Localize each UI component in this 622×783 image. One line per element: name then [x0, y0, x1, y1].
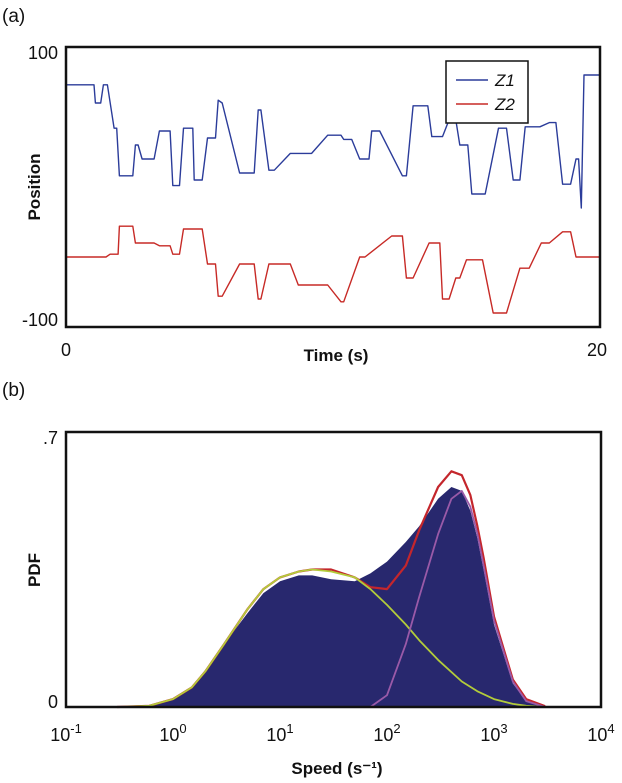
legend-label-z1: Z1: [494, 71, 515, 90]
panel-b-ytick-bottom: 0: [48, 692, 58, 712]
panel-b-xtick-label: 100: [159, 721, 186, 745]
fit-curve-component-slow: [117, 568, 546, 708]
panel-b-xtick-label: 104: [587, 721, 614, 745]
panel-a-xtick-left: 0: [61, 340, 71, 360]
panel-b-ylabel: PDF: [25, 553, 44, 587]
panel-b-frame: [64, 430, 603, 709]
series-line-z1: [66, 74, 600, 209]
panel-a-label: (a): [2, 6, 25, 27]
panel-b-xticks: 10-1 100 101 102 103 104: [50, 721, 614, 745]
panel-b-plot: [117, 470, 546, 709]
panel-a-ytick-top: 100: [28, 43, 58, 63]
panel-a-legend: Z1 Z2: [445, 60, 529, 124]
panel-b-xtick-label: 103: [480, 721, 507, 745]
histogram-area: [117, 487, 546, 707]
legend-label-z2: Z2: [494, 95, 515, 114]
panel-a-ytick-bottom: -100: [22, 310, 58, 330]
panel-a-ylabel: Position: [25, 153, 44, 220]
series-line-z2: [66, 225, 600, 314]
panel-a-xtick-right: 20: [587, 340, 607, 360]
panel-a-frame: [64, 45, 602, 329]
panel-b-xlabel: Speed (s⁻¹): [291, 759, 382, 778]
panel-b-ytick-top: .7: [43, 428, 58, 448]
panel-b-label: (b): [2, 380, 25, 401]
panel-a-plot: [66, 74, 600, 314]
panel-b-xtick-label: 101: [266, 721, 293, 745]
fit-curve-component-fast: [369, 489, 546, 708]
panel-b-xtick-label: 10-1: [50, 721, 82, 745]
panel-a-xlabel: Time (s): [304, 346, 369, 365]
legend-box: [445, 60, 529, 124]
panel-b-xtick-label: 102: [373, 721, 400, 745]
